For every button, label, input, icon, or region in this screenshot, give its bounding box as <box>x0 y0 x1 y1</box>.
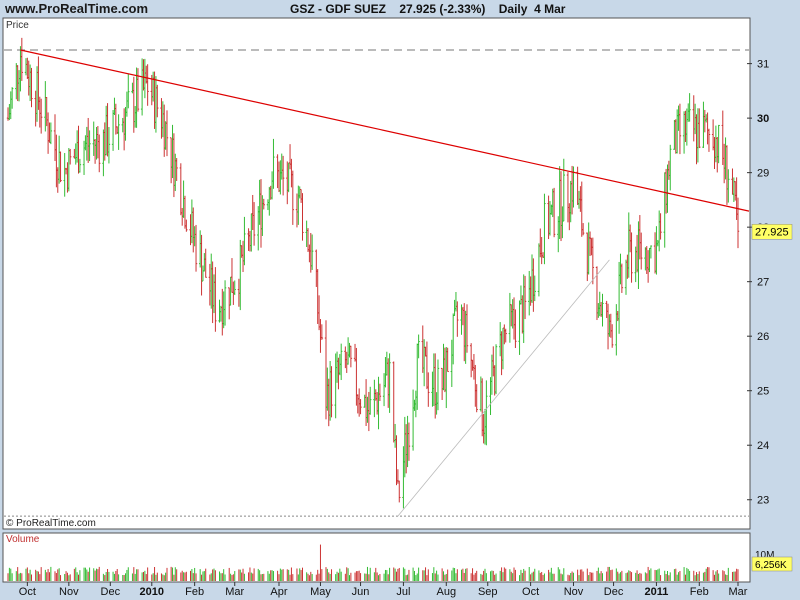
copyright-text: © ProRealTime.com <box>6 518 96 529</box>
x-tick-label: Apr <box>270 586 287 598</box>
y-tick-label: 23 <box>757 495 769 507</box>
x-tick-label: Jun <box>352 586 370 598</box>
x-tick-label: Aug <box>436 586 456 598</box>
x-tick-label: Dec <box>101 586 121 598</box>
volume-bars <box>7 544 739 581</box>
ticker-name: GSZ - GDF SUEZ <box>290 2 386 16</box>
resistance-trendline[interactable] <box>20 49 750 212</box>
y-tick-label: 30 <box>757 113 769 125</box>
price-tag: 27.925 <box>751 224 793 240</box>
price-bars <box>6 37 740 509</box>
y-tick-label: 24 <box>757 440 769 452</box>
x-tick-label: 2011 <box>644 586 668 598</box>
x-tick-label: Mar <box>729 586 748 598</box>
y-tick-label: 25 <box>757 386 769 398</box>
x-tick-label: Nov <box>59 586 79 598</box>
volume-scale-label: 10M <box>755 550 774 561</box>
site-name[interactable]: www.ProRealTime.com <box>5 1 149 16</box>
price-tag-text: 27.925 <box>755 226 789 238</box>
y-tick-label: 31 <box>757 59 769 71</box>
price-panel-label: Price <box>6 20 29 31</box>
price-change: (-2.33%) <box>439 2 486 16</box>
volume-panel-label: Volume <box>6 534 40 545</box>
x-tick-label: Jul <box>396 586 410 598</box>
header-bar: www.ProRealTime.com GSZ - GDF SUEZ 27.92… <box>0 0 800 18</box>
y-tick-label: 26 <box>757 331 769 343</box>
x-tick-label: Oct <box>522 586 539 598</box>
last-price: 27.925 <box>399 2 437 16</box>
volume-tag: 6,256K <box>751 556 793 572</box>
period: Daily <box>498 2 528 16</box>
x-tick-label: May <box>310 586 331 598</box>
chart-date: 4 Mar <box>534 2 566 16</box>
levels <box>4 49 750 517</box>
x-tick-label: Oct <box>19 586 36 598</box>
x-tick-label: Dec <box>604 586 624 598</box>
support-trendline[interactable] <box>397 259 610 517</box>
x-tick-label: Sep <box>478 586 498 598</box>
ticker-info: GSZ - GDF SUEZ 27.925 (-2.33%) Daily 4 M… <box>290 2 565 16</box>
y-tick-label: 29 <box>757 168 769 180</box>
y-tick-label: 27 <box>757 277 769 289</box>
date-axis: Oct Nov Dec 2010 Feb Mar Apr May Jun Jul Aug Sep Oct… <box>19 582 748 598</box>
x-tick-label: Nov <box>564 586 584 598</box>
x-tick-label: Feb <box>185 586 204 598</box>
x-tick-label: 2010 <box>140 586 164 598</box>
volume-panel[interactable] <box>2 532 751 583</box>
x-tick-label: Mar <box>225 586 244 598</box>
x-tick-label: Feb <box>690 586 709 598</box>
price-panel[interactable] <box>2 17 751 530</box>
volume-tag-text: 6,256K <box>755 560 787 571</box>
